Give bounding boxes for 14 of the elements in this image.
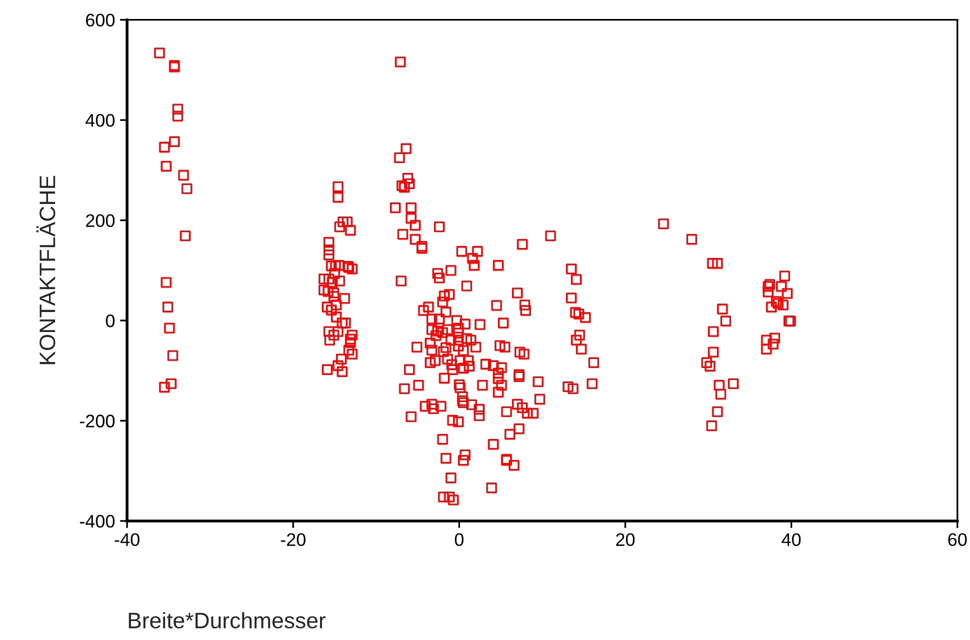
y-tick-label: 600	[86, 14, 115, 27]
x-tick-label: -40	[114, 533, 140, 546]
x-tick-label: 40	[782, 533, 801, 546]
y-tick-label: -200	[80, 414, 115, 428]
y-axis-title: KONTAKTFLÄCHE	[36, 176, 56, 364]
y-tick-label: 0	[106, 314, 115, 328]
x-tick-label: -20	[280, 533, 306, 546]
y-tick-label: -400	[80, 514, 115, 528]
y-tick-label: 400	[86, 114, 115, 127]
x-axis-title: Breite*Durchmesser	[128, 612, 326, 628]
x-tick-label: 60	[948, 533, 967, 546]
x-tick-label: 0	[454, 533, 464, 546]
y-tick-label: 200	[86, 214, 115, 228]
x-tick-label: 20	[616, 533, 635, 546]
